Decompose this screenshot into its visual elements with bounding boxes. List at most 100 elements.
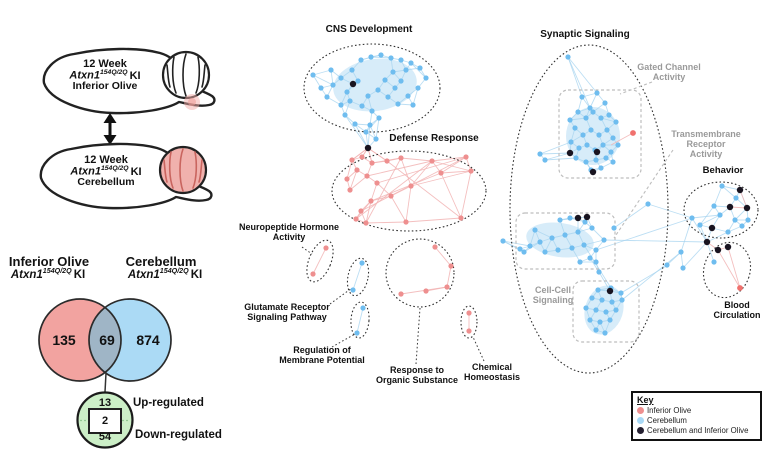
network-edge — [559, 219, 566, 236]
network-node — [363, 129, 369, 135]
network-edge — [727, 246, 741, 289]
network-edge — [610, 132, 634, 146]
network-node — [365, 93, 371, 99]
network-node — [388, 193, 394, 199]
network-edge — [370, 172, 442, 202]
legend-title: Key — [637, 395, 654, 405]
network-node — [417, 65, 423, 71]
network-node — [568, 139, 574, 145]
network-edge — [386, 160, 462, 219]
cluster-outline — [385, 238, 455, 308]
network-edge — [682, 241, 708, 269]
network-node — [598, 165, 604, 171]
network-edge — [390, 195, 407, 223]
network-node — [601, 237, 607, 243]
network-edge — [312, 74, 334, 86]
network-node — [593, 157, 599, 163]
network-node — [575, 109, 581, 115]
network-node — [584, 142, 590, 148]
label-neuropeptide-hormone-activity: Neuropeptide Hormone Activity — [238, 222, 340, 243]
network-node — [574, 214, 582, 222]
network-node — [732, 217, 738, 223]
network-node — [338, 102, 344, 108]
label-chemical-homeostasis: Chemical Homeostasis — [463, 362, 521, 383]
network-node — [579, 94, 585, 100]
brain-top-caption-gene: Atxn1154Q/2Q KI — [69, 69, 141, 82]
network-node — [613, 307, 619, 313]
network-node — [349, 80, 357, 88]
network-edge — [312, 247, 327, 275]
cerebellum-folia — [192, 151, 198, 189]
network-node — [593, 259, 599, 265]
network-node — [603, 309, 609, 315]
network-node — [566, 149, 574, 157]
network-node — [384, 158, 390, 164]
network-node — [408, 60, 414, 66]
network-edge — [375, 117, 380, 140]
network-graph — [301, 43, 759, 374]
network-edge — [544, 157, 577, 161]
label-defense-response: Defense Response — [389, 133, 479, 144]
network-edge — [367, 124, 371, 149]
network-node — [602, 100, 608, 106]
network-node — [711, 259, 717, 265]
network-node — [438, 170, 444, 176]
network-edge — [400, 157, 433, 162]
cluster-outline — [460, 305, 478, 339]
label-pointer-line — [415, 307, 421, 365]
network-node — [589, 168, 597, 176]
network-node — [385, 94, 391, 100]
cluster-outline — [303, 43, 441, 133]
brain-cerebellum-illustration — [39, 142, 213, 210]
network-edge — [589, 92, 598, 109]
network-node — [726, 203, 734, 211]
network-node — [678, 249, 684, 255]
network-node — [388, 55, 394, 61]
network-node — [354, 330, 360, 336]
venn-right-count: 874 — [136, 332, 160, 348]
cerebellum-folia — [171, 56, 177, 94]
network-node — [596, 132, 602, 138]
network-node — [743, 204, 751, 212]
network-edge — [603, 239, 708, 243]
label-pointer-line — [329, 287, 353, 305]
network-node — [581, 242, 587, 248]
legend-key: Key Inferior Olive Cerebellum Cerebellum… — [631, 391, 762, 441]
network-node — [582, 219, 588, 225]
network-node — [573, 155, 579, 161]
network-node — [725, 229, 731, 235]
network-edge — [691, 217, 708, 243]
down-regulated-count: 54 — [98, 431, 112, 443]
network-edge — [349, 169, 358, 191]
network-edge — [405, 217, 462, 223]
network-node — [368, 54, 374, 60]
network-node — [664, 262, 670, 268]
network-node — [382, 77, 388, 83]
network-node — [444, 284, 450, 290]
network-node — [703, 238, 711, 246]
network-node — [330, 82, 336, 88]
network-node — [555, 247, 561, 253]
network-node — [500, 238, 506, 244]
network-node — [369, 160, 375, 166]
cerebellum-folia — [166, 64, 171, 88]
network-node — [590, 109, 596, 115]
cluster-box-outline — [558, 89, 642, 179]
network-node — [737, 285, 743, 291]
network-node — [593, 148, 601, 156]
network-node — [353, 216, 359, 222]
brain-bottom-caption-line1: 12 Week — [84, 154, 128, 166]
cluster-density-blob — [526, 222, 594, 258]
network-node — [324, 94, 330, 100]
cluster-outline — [683, 181, 759, 239]
venn-right-gene: Atxn1154Q/2Q KI — [127, 267, 203, 281]
network-node — [359, 154, 365, 160]
cerebellum-and-inferior-olive-dot-icon — [637, 427, 644, 435]
cerebellum-folia — [182, 53, 187, 97]
network-node — [567, 215, 573, 221]
network-edge — [613, 203, 649, 229]
network-edge — [680, 217, 693, 253]
network-edge — [431, 156, 467, 162]
